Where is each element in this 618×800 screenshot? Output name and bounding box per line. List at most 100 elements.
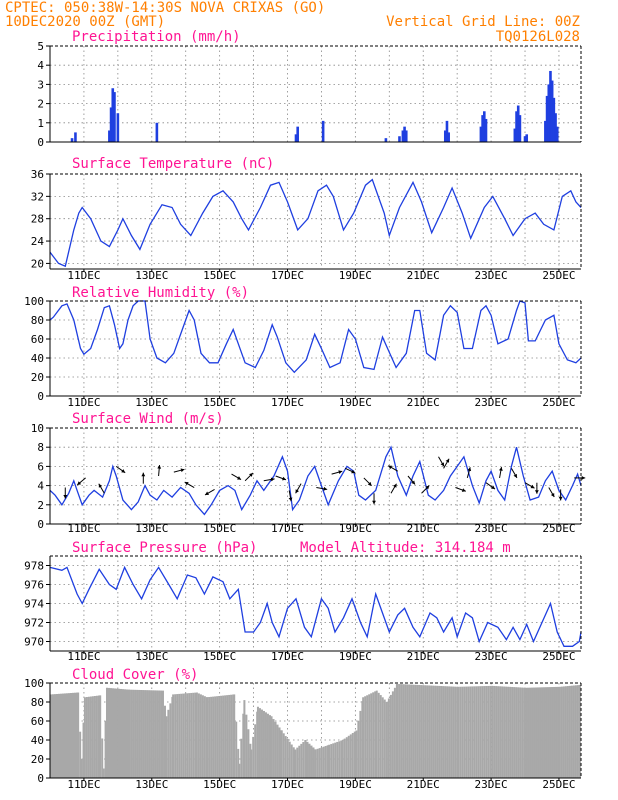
cloud-column [324, 746, 327, 778]
cloud-column [182, 693, 185, 778]
cloud-column [525, 687, 528, 778]
cloud-column [489, 685, 492, 778]
cloud-column [58, 693, 60, 778]
cloud-column [66, 693, 68, 778]
cloud-column [330, 744, 333, 778]
cloud-column [374, 691, 377, 778]
cloud-column [121, 689, 124, 778]
cloud-column [306, 741, 309, 778]
cloud-column [452, 686, 455, 778]
cloud-column [465, 686, 468, 778]
cloud-column [113, 688, 116, 778]
cloud-column [266, 713, 269, 778]
cloud-column [428, 685, 431, 778]
cloud-column [252, 736, 255, 778]
cloud-column [74, 692, 76, 778]
cloud-column [511, 686, 514, 778]
pressure-xtick-label: 17DEC [271, 650, 304, 663]
cloud-column [400, 684, 403, 778]
cloud-column [240, 738, 243, 778]
cloud-column [418, 684, 421, 778]
wind-xtick-label: 21DEC [407, 522, 440, 535]
cloud-column [99, 695, 102, 778]
cloud-column [507, 686, 510, 778]
wind-xtick-label: 17DEC [271, 522, 304, 535]
wind-xtick-label: 19DEC [339, 522, 372, 535]
wind-arrow-head [121, 469, 126, 473]
cloud-column [140, 689, 143, 778]
cloud-column [521, 687, 524, 778]
wind-arrow-head [98, 483, 103, 488]
cloud-column [132, 689, 135, 778]
wind-arrow-head [530, 484, 535, 489]
cloud-column [547, 687, 550, 778]
wind-arrow-head [157, 465, 162, 469]
cloud-column [226, 695, 229, 778]
cloud-column [424, 685, 427, 778]
cloud-ytick-label: 0 [37, 772, 44, 785]
cloud-column [326, 745, 329, 778]
precip-bar [483, 111, 486, 142]
wind-series-line [49, 445, 582, 516]
cloud-column [308, 743, 311, 778]
cloud-column [495, 686, 498, 778]
cloud-column [302, 742, 305, 778]
cloud-column [322, 746, 325, 778]
cloud-column [264, 712, 267, 778]
precip-bar [545, 95, 549, 142]
cloud-column [509, 686, 512, 778]
cloud-column [332, 743, 335, 778]
cloud-column [169, 703, 172, 778]
cloud-column [104, 720, 107, 778]
cloud-column [262, 710, 265, 778]
wind-arrow-head [467, 467, 472, 472]
wind-arrow-head [270, 477, 275, 482]
cloud-column [355, 730, 358, 778]
cloud-column [448, 686, 451, 778]
pressure-ytick-label: 974 [24, 598, 44, 611]
rh-xtick-label: 17DEC [271, 396, 304, 409]
precip-ytick-label: 5 [37, 40, 44, 53]
cloud-column [527, 687, 530, 778]
cloud-column [505, 686, 508, 778]
cloud-column [258, 708, 261, 778]
cloud-column [79, 731, 82, 778]
cloud-column [270, 716, 273, 778]
cloud-column [533, 687, 536, 778]
cloud-column [379, 695, 382, 778]
pressure-ytick-label: 970 [24, 636, 44, 649]
cloud-column [178, 693, 181, 778]
cloud-column [491, 685, 494, 778]
cloud-column [414, 684, 417, 778]
cloud-column [105, 687, 108, 778]
temp-xtick-label: 23DEC [475, 269, 508, 282]
cloud-column [456, 686, 459, 778]
wind-arrow-head [367, 481, 372, 486]
cloud-column [336, 741, 339, 778]
cloud-column [192, 692, 195, 778]
wind-arrow-head [393, 483, 397, 488]
wind-xtick-label: 23DEC [475, 522, 508, 535]
cloud-column [68, 693, 70, 778]
precip-bar [403, 126, 406, 142]
cloud-column [555, 686, 558, 778]
cloud-column [87, 696, 90, 778]
pressure-xtick-label: 15DEC [203, 650, 236, 663]
cloud-column [566, 686, 569, 778]
cloud-column [190, 692, 193, 778]
wind-arrow-head [180, 468, 185, 473]
cloud-column [167, 709, 170, 778]
cloud-column [50, 694, 52, 778]
cloud-column [228, 694, 231, 778]
cloud-column [254, 724, 257, 778]
cloud-xtick-label: 17DEC [271, 778, 304, 791]
cloud-column [282, 733, 285, 778]
cloud-column [290, 744, 293, 778]
cloud-column [436, 685, 439, 778]
temp-xtick-label: 19DEC [339, 269, 372, 282]
cloud-column [93, 696, 96, 778]
wind-arrow-head [184, 482, 189, 486]
cloud-column [328, 744, 331, 778]
pressure-xtick-label: 23DEC [475, 650, 508, 663]
cloud-column [101, 738, 104, 778]
